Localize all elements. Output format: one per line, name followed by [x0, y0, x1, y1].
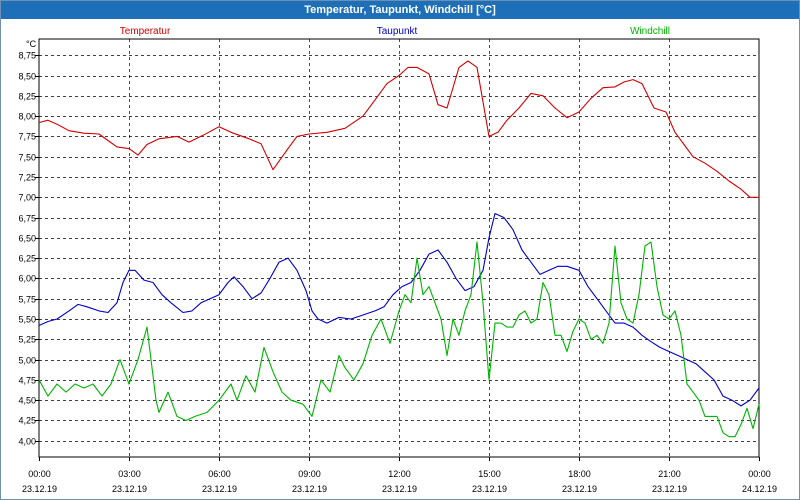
x-tick-label-time: 21:00: [658, 469, 681, 479]
x-tick-label-date: 23.12.19: [202, 484, 237, 494]
y-tick-label: 5,25: [18, 335, 36, 345]
window-title: Temperatur, Taupunkt, Windchill [°C]: [1, 1, 799, 19]
x-tick-label-time: 15:00: [478, 469, 501, 479]
x-tick-label-time: 00:00: [748, 469, 771, 479]
legend-windchill: Windchill: [630, 26, 670, 37]
legend-temperatur: Temperatur: [120, 26, 171, 37]
series-line-windchill: [38, 241, 760, 438]
y-tick-label: 5,50: [18, 315, 36, 325]
x-tick-label-date: 23.12.19: [292, 484, 327, 494]
y-tick-label: 6,50: [18, 234, 36, 244]
series-lines: [38, 60, 760, 438]
plot-area: [38, 38, 760, 458]
x-tick-label-date: 23.12.19: [22, 484, 57, 494]
y-axis: 4,00 4,25 4,50 4,75 5,00 5,25 5,50 5,75 6,00 6,25…: [18, 51, 39, 447]
y-tick-label: 8,00: [18, 112, 36, 122]
y-tick-label: 8,25: [18, 92, 36, 102]
series-line-temperatur: [38, 60, 759, 198]
x-tick-label-date: 23.12.19: [652, 484, 687, 494]
y-tick-label: 6,75: [18, 214, 36, 224]
y-tick-label: 6,00: [18, 274, 36, 284]
x-tick-label-date: 24.12.19: [742, 484, 777, 494]
y-tick-label: 5,75: [18, 295, 36, 305]
y-tick-label: 7,00: [18, 193, 36, 203]
y-tick-label: 4,00: [18, 437, 36, 447]
x-tick-label-date: 23.12.19: [382, 484, 417, 494]
y-tick-label: 4,50: [18, 396, 36, 406]
y-tick-label: 7,50: [18, 153, 36, 163]
y-tick-label: 6,25: [18, 254, 36, 264]
y-tick-label: 5,00: [18, 356, 36, 366]
y-tick-label: 8,75: [18, 51, 36, 61]
x-tick-label-date: 23.12.19: [562, 484, 597, 494]
x-tick-label-time: 12:00: [388, 469, 411, 479]
x-tick-label-time: 09:00: [298, 469, 321, 479]
gridlines: [39, 39, 759, 457]
legend-taupunkt: Taupunkt: [377, 26, 418, 37]
y-tick-label: 4,75: [18, 376, 36, 386]
x-tick-label-date: 23.12.19: [472, 484, 507, 494]
y-tick-label: 8,50: [18, 72, 36, 82]
y-tick-label: 4,25: [18, 416, 36, 426]
x-tick-label-date: 23.12.19: [112, 484, 147, 494]
y-tick-label: 7,25: [18, 173, 36, 183]
x-axis: 00:00 23.12.19 03:00 23.12.19 06:00 23.12.19 0…: [22, 457, 777, 494]
y-tick-label: 7,75: [18, 132, 36, 142]
x-tick-label-time: 18:00: [568, 469, 591, 479]
x-tick-label-time: 03:00: [118, 469, 141, 479]
x-tick-label-time: 06:00: [208, 469, 231, 479]
series-line-taupunkt: [38, 212, 760, 407]
y-axis-unit-label: °C: [26, 39, 37, 49]
x-tick-label-time: 00:00: [28, 469, 51, 479]
